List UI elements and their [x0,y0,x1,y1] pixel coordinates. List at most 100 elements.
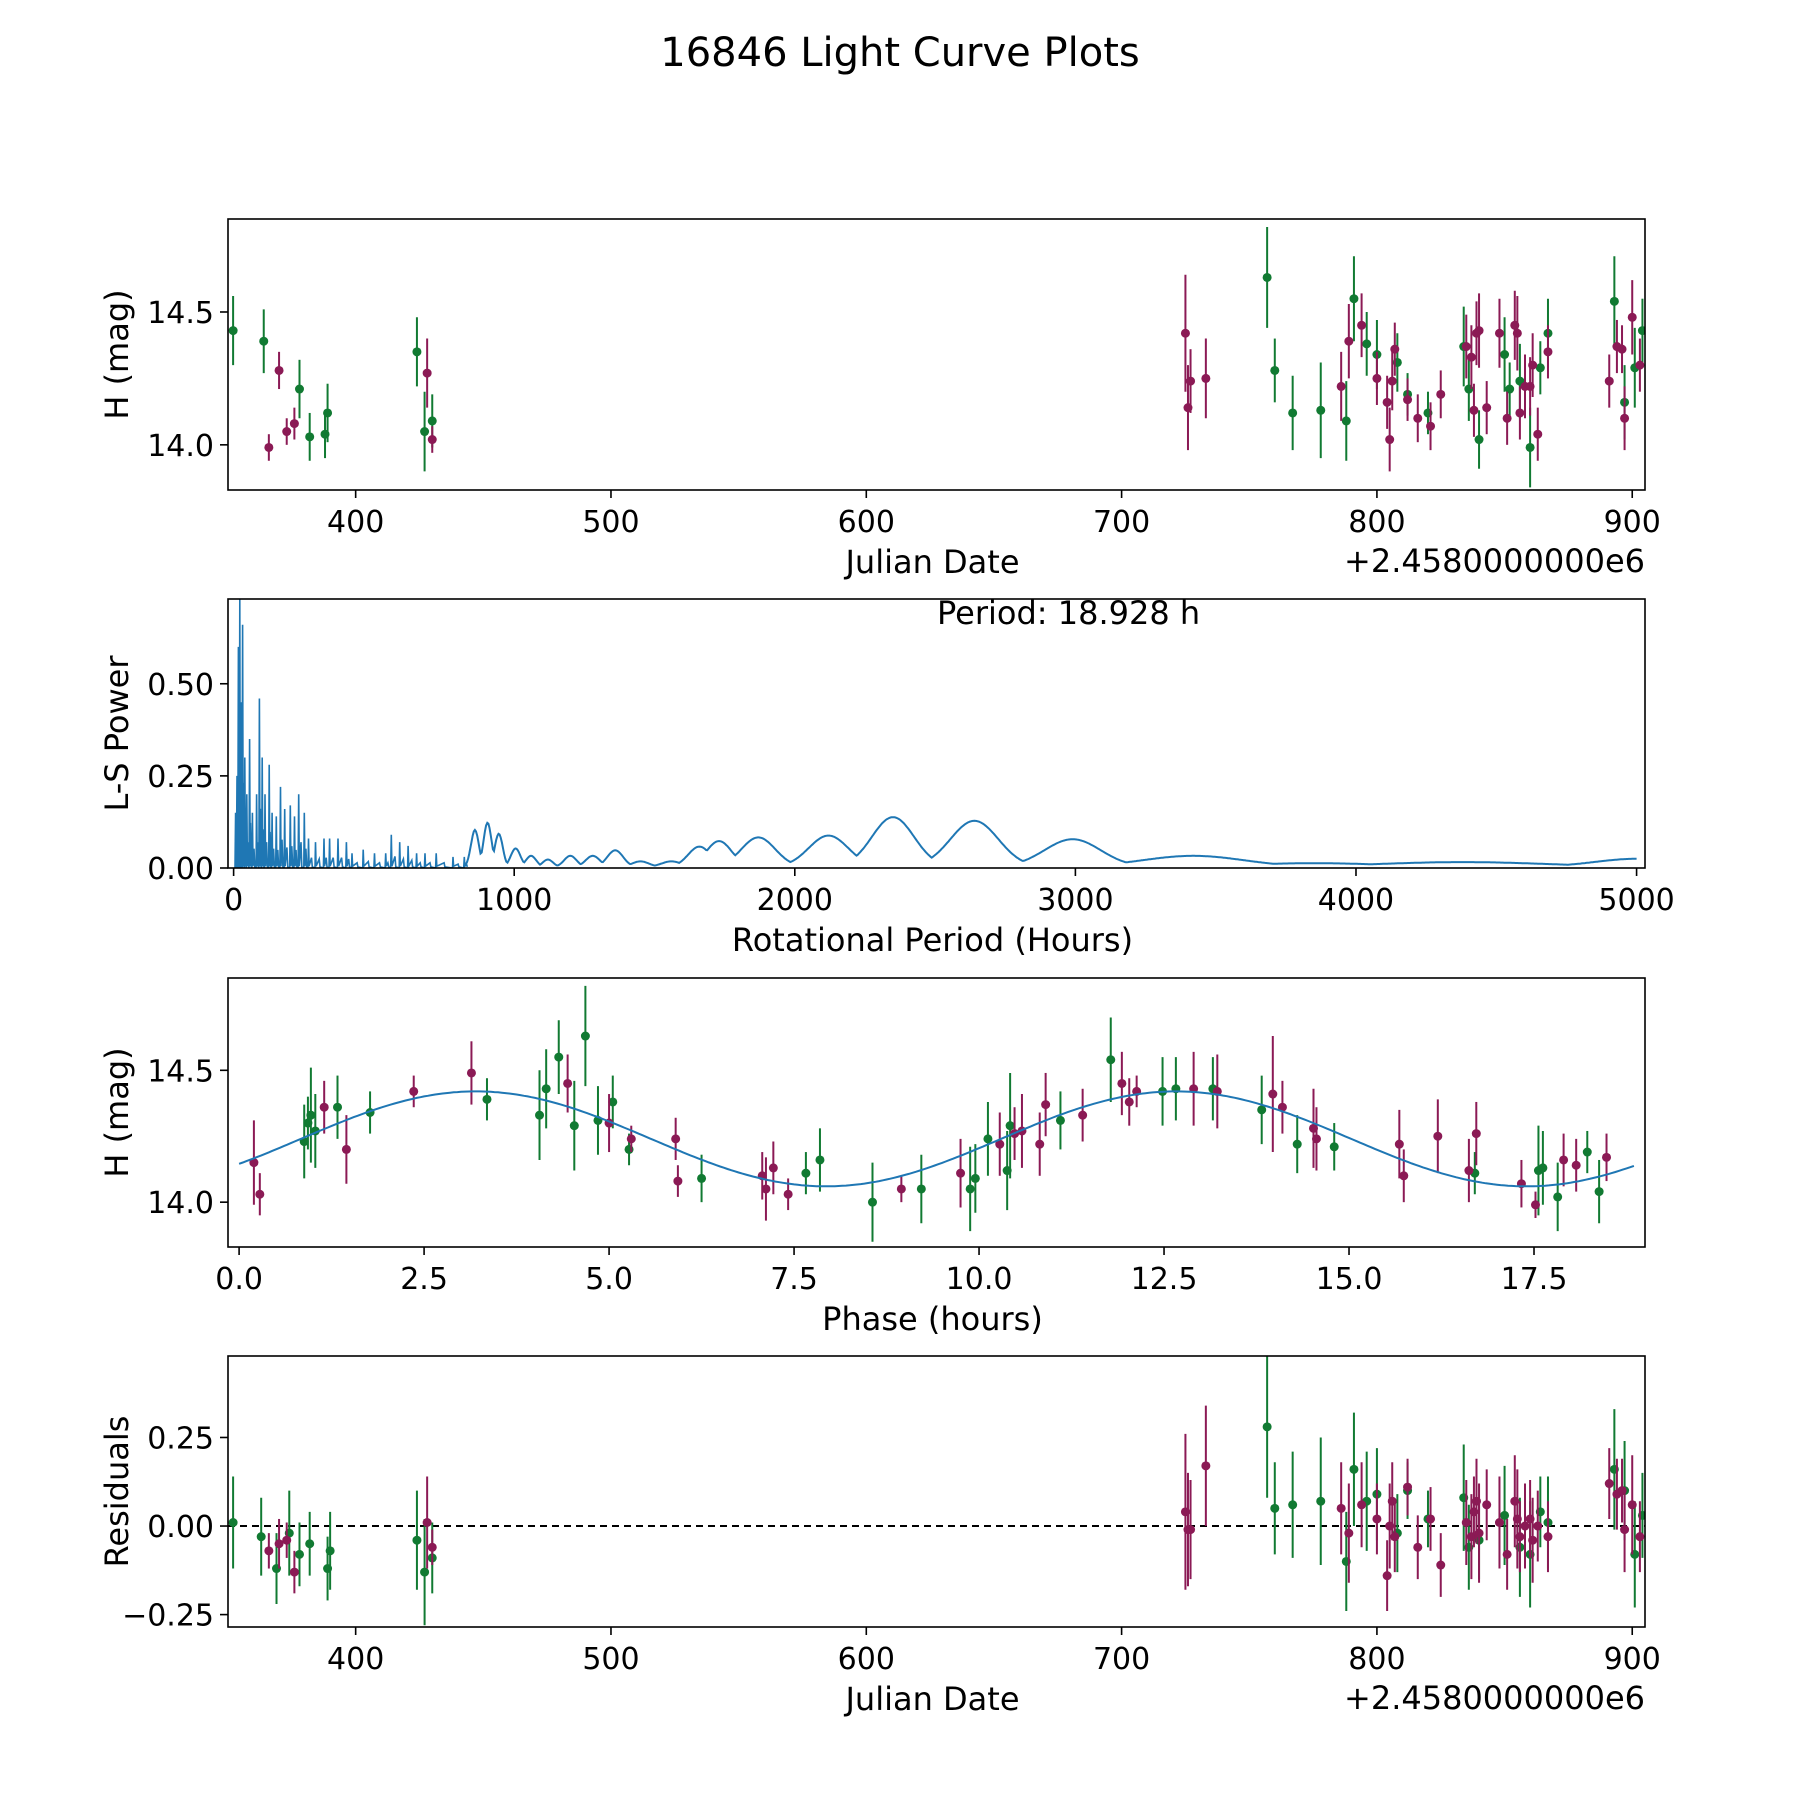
data-point-green [801,1168,811,1178]
data-point-magenta [1512,328,1522,338]
data-point-magenta [1464,1166,1474,1176]
x-tick-label: 600 [838,505,895,540]
data-point-green [1106,1055,1116,1065]
x-tick-label: 4000 [1318,883,1394,918]
data-point-green [1525,442,1535,452]
x-tick-label: 600 [838,1642,895,1677]
data-point-green [1535,363,1545,373]
x-axis-label: Rotational Period (Hours) [732,921,1133,959]
x-tick-label: 400 [327,1642,384,1677]
data-point-green [294,384,304,394]
panel-lc [220,218,1646,498]
data-point-magenta [1482,403,1492,413]
x-tick-label: 3000 [1037,883,1113,918]
data-point-magenta [783,1189,793,1199]
data-point-magenta [1502,413,1512,423]
data-point-magenta [289,419,299,429]
data-point-magenta [409,1086,419,1096]
data-point-magenta [1520,1521,1530,1531]
data-point-magenta [282,1535,292,1545]
y-tick-label: 0.00 [147,1510,214,1545]
data-point-magenta [995,1139,1005,1149]
data-point-green [970,1173,980,1183]
data-point-magenta [1461,342,1471,352]
data-point-green [1362,339,1372,349]
data-point-magenta [1426,1514,1436,1524]
data-point-green [1270,365,1280,375]
data-point-green [427,416,437,426]
data-point-green [1349,294,1359,304]
panel-ls [220,598,1646,876]
data-point-green [1288,408,1298,418]
data-point-magenta [1474,1528,1484,1538]
data-point-green [412,1535,422,1545]
x-axis-label: Julian Date [843,543,1019,581]
data-point-green [815,1155,825,1165]
x-tick-label: 12.5 [1131,1262,1198,1297]
y-tick-label: 14.5 [147,1054,214,1089]
axes-frame-phase [227,977,1646,1248]
x-tick-label: 17.5 [1501,1262,1568,1297]
data-point-magenta [1530,1200,1540,1210]
data-point-magenta [1201,373,1211,383]
data-point-magenta [1186,1525,1196,1535]
data-point-green [1582,1147,1592,1157]
data-point-magenta [1620,413,1630,423]
data-point-green [1316,405,1326,415]
data-point-green [1055,1115,1065,1125]
data-point-magenta [1533,429,1543,439]
data-point-magenta [274,365,284,375]
data-point-magenta [1336,381,1346,391]
data-point-magenta [1436,389,1446,399]
data-point-green [1329,1142,1339,1152]
x-axis-label: Julian Date [843,1680,1019,1718]
data-point-magenta [1124,1097,1134,1107]
x-tick-label: 500 [582,505,639,540]
data-point-green [1262,1422,1272,1432]
x-tick-label: 10.0 [946,1262,1013,1297]
data-point-magenta [1117,1078,1127,1088]
data-point-magenta [282,427,292,437]
data-point-green [305,432,315,442]
data-point-magenta [1602,1152,1612,1162]
data-point-magenta [1344,1528,1354,1538]
data-point-magenta [1035,1139,1045,1149]
data-point-green [482,1094,492,1104]
x-tick-label: 2000 [757,883,833,918]
data-point-magenta [1515,1532,1525,1542]
data-point-magenta [1571,1160,1581,1170]
data-point-magenta [1268,1089,1278,1099]
data-point-green [228,326,238,336]
data-point-magenta [1494,328,1504,338]
data-point-green [1474,435,1484,445]
y-tick-label: 0.50 [147,668,214,703]
x-tick-label: 0.0 [215,1262,263,1297]
data-point-magenta [1461,1517,1471,1527]
data-point-magenta [1277,1102,1287,1112]
plot-area-phase [238,985,1635,1242]
data-point-green [554,1052,564,1062]
data-point-green [1609,296,1619,306]
data-point-magenta [1604,1479,1614,1489]
x-offset-label: +2.4580000000e6 [1344,1679,1645,1717]
data-point-magenta [1078,1110,1088,1120]
data-point-magenta [1413,1542,1423,1552]
data-point-magenta [1385,435,1395,445]
data-point-magenta [1494,1517,1504,1527]
data-point-magenta [1390,344,1400,354]
data-point-magenta [1180,328,1190,338]
data-point-green [1349,1464,1359,1474]
data-point-magenta [1627,312,1637,322]
data-point-green [412,347,422,357]
y-axis-label: H (mag) [98,1047,136,1177]
data-point-magenta [1533,1521,1543,1531]
data-point-magenta [1382,1571,1392,1581]
y-tick-label: 14.0 [147,429,214,464]
data-point-green [1292,1139,1302,1149]
data-point-magenta [1372,1514,1382,1524]
y-tick-label: 0.25 [147,1421,214,1456]
x-tick-label: 700 [1093,505,1150,540]
x-tick-label: 900 [1604,505,1661,540]
data-point-magenta [1474,326,1484,336]
